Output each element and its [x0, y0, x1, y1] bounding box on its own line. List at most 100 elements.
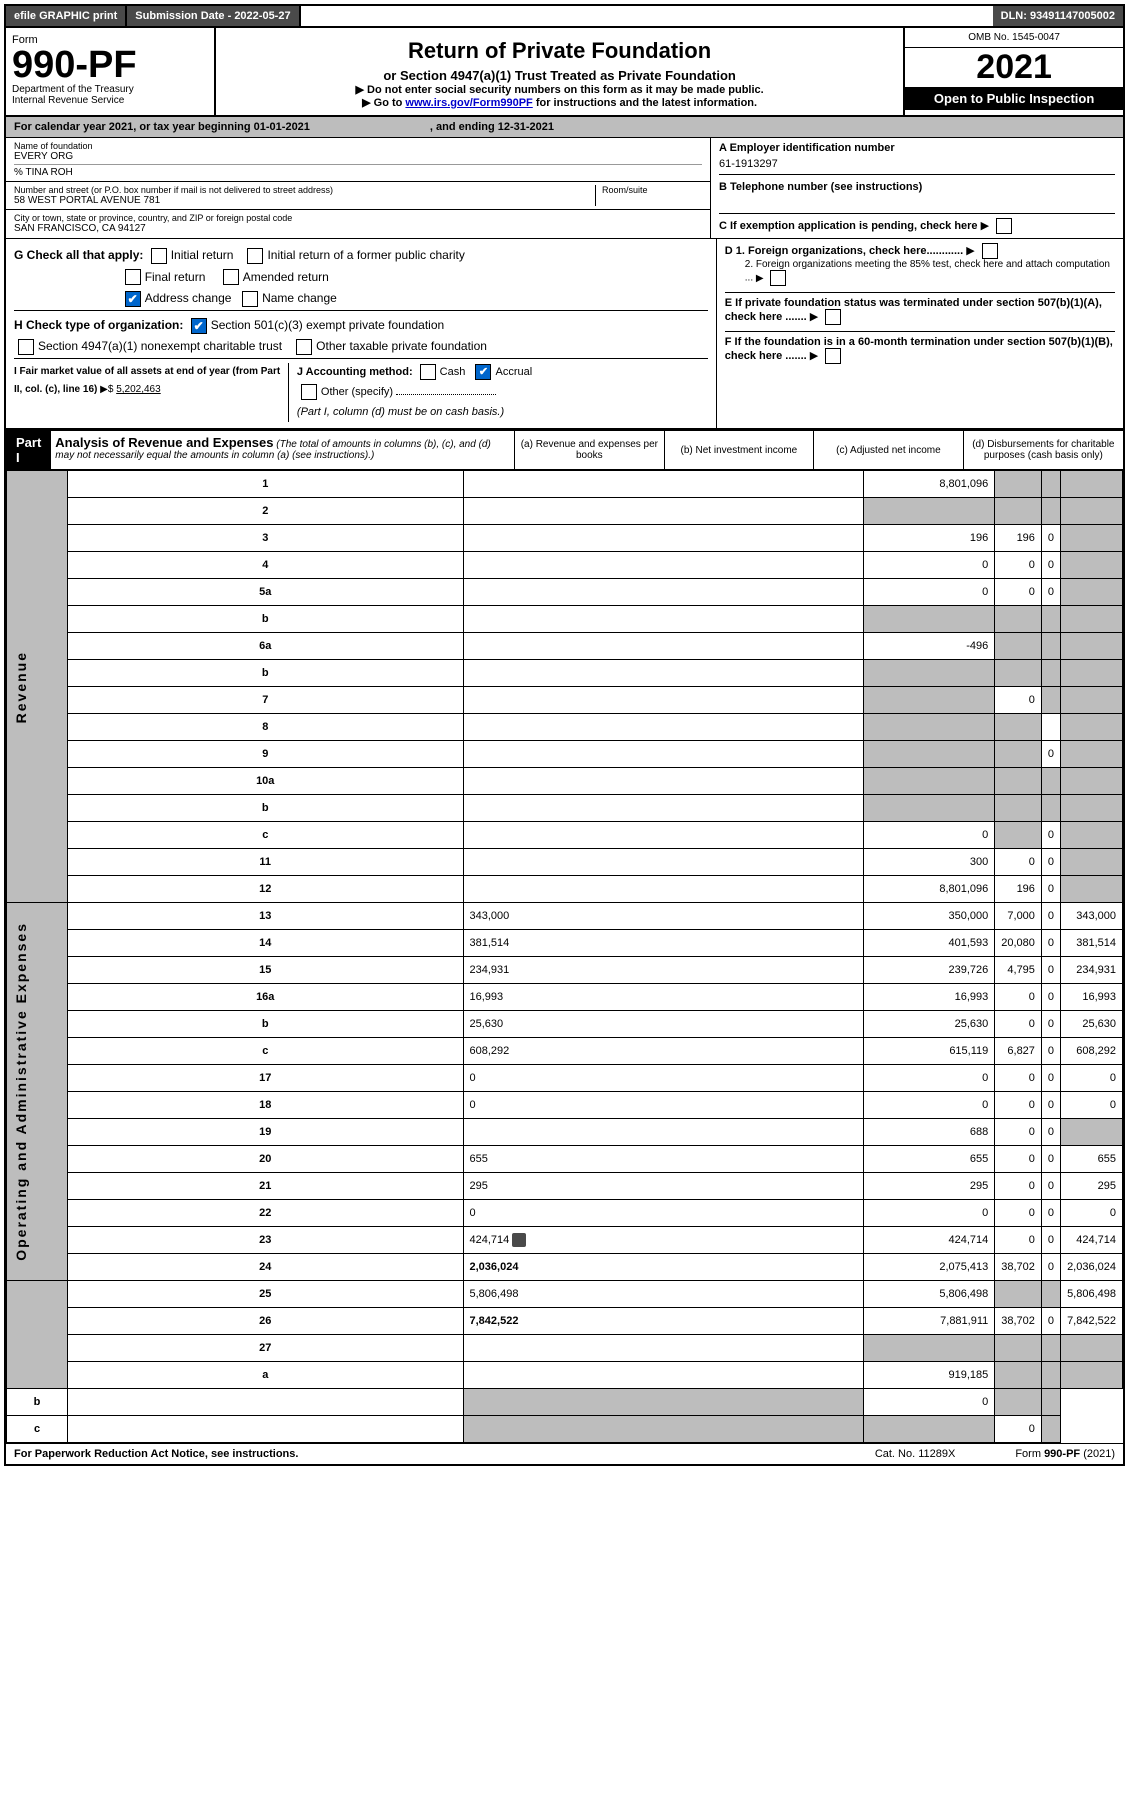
c-checkbox[interactable]	[996, 218, 1012, 234]
col-a-header: (a) Revenue and expenses per books	[514, 431, 664, 469]
value-cell-a: 25,630	[864, 1011, 995, 1038]
value-cell-a: 239,726	[864, 957, 995, 984]
chk-cash[interactable]	[420, 364, 436, 380]
chk-4947[interactable]	[18, 339, 34, 355]
value-cell-b: 0	[995, 1065, 1042, 1092]
value-cell-a	[864, 795, 995, 822]
chk-amended[interactable]	[223, 269, 239, 285]
header-row: Form 990-PF Department of the Treasury I…	[6, 28, 1123, 115]
value-cell-a: 0	[864, 579, 995, 606]
value-cell-a: 424,714	[864, 1227, 995, 1254]
chk-d1[interactable]	[982, 243, 998, 259]
chk-d2[interactable]	[770, 270, 786, 286]
line-description: 608,292	[463, 1038, 864, 1065]
table-row: 15234,931239,7264,7950234,931	[7, 957, 1123, 984]
table-row: b25,63025,6300025,630	[7, 1011, 1123, 1038]
line-number: b	[68, 660, 464, 687]
table-row: 4000	[7, 552, 1123, 579]
value-cell-a: 919,185	[864, 1362, 995, 1389]
line-number: 13	[68, 903, 464, 930]
chk-other-taxable[interactable]	[296, 339, 312, 355]
value-cell-d	[1061, 1335, 1123, 1362]
table-row: 31961960	[7, 525, 1123, 552]
value-cell-d	[1061, 822, 1123, 849]
value-cell-c: 0	[1041, 525, 1060, 552]
value-cell-b: 0	[864, 1389, 995, 1416]
value-cell-c: 0	[1041, 552, 1060, 579]
value-cell-d	[1061, 849, 1123, 876]
value-cell-c	[1041, 714, 1060, 741]
table-row: 10a	[7, 768, 1123, 795]
value-cell-d	[1061, 768, 1123, 795]
d-e-f-section: D 1. Foreign organizations, check here..…	[717, 239, 1123, 428]
line-description	[463, 687, 864, 714]
paperwork-notice: For Paperwork Reduction Act Notice, see …	[14, 1448, 298, 1460]
line-number: 1	[68, 471, 464, 498]
form-page: efile GRAPHIC print Submission Date - 20…	[4, 4, 1125, 1466]
line-description	[463, 525, 864, 552]
value-cell-d: 343,000	[1061, 903, 1123, 930]
line-number: c	[68, 822, 464, 849]
chk-initial-former[interactable]	[247, 248, 263, 264]
chk-f[interactable]	[825, 348, 841, 364]
line-description: 234,931	[463, 957, 864, 984]
chk-initial[interactable]	[151, 248, 167, 264]
value-cell-c	[995, 1389, 1042, 1416]
chk-accrual[interactable]: ✔	[475, 364, 491, 380]
table-row: b	[7, 795, 1123, 822]
value-cell-c: 0	[1041, 1065, 1060, 1092]
line-description: 0	[463, 1200, 864, 1227]
line-description	[463, 471, 864, 498]
value-cell-b	[995, 1362, 1042, 1389]
table-row: 70	[7, 687, 1123, 714]
calendar-year-row: For calendar year 2021, or tax year begi…	[6, 115, 1123, 138]
line-description: 0	[463, 1065, 864, 1092]
chk-address[interactable]: ✔	[125, 291, 141, 307]
table-row: Revenue18,801,096	[7, 471, 1123, 498]
line-number: b	[7, 1389, 68, 1416]
value-cell-c: 0	[1041, 876, 1060, 903]
line-number: b	[68, 1011, 464, 1038]
i-j-section: I Fair market value of all assets at end…	[14, 358, 708, 422]
value-cell-a	[864, 687, 995, 714]
part1-header: Part I Analysis of Revenue and Expenses …	[6, 429, 1123, 470]
line-number: 5a	[68, 579, 464, 606]
line-description: 2,036,024	[463, 1254, 864, 1281]
value-cell-d: 7,842,522	[1061, 1308, 1123, 1335]
table-row: 27	[7, 1335, 1123, 1362]
form-link[interactable]: www.irs.gov/Form990PF	[405, 97, 532, 109]
c-exemption-label: C If exemption application is pending, c…	[719, 220, 978, 232]
value-cell-b	[995, 498, 1042, 525]
value-cell-b: 0	[995, 1119, 1042, 1146]
value-cell-b: 38,702	[995, 1308, 1042, 1335]
chk-e[interactable]	[825, 309, 841, 325]
line-description	[463, 498, 864, 525]
line-number: c	[7, 1416, 68, 1443]
efile-label[interactable]: efile GRAPHIC print	[6, 6, 127, 26]
attachment-icon[interactable]	[512, 1233, 526, 1247]
value-cell-d	[1061, 579, 1123, 606]
line-description	[68, 1416, 464, 1443]
chk-other-method[interactable]	[301, 384, 317, 400]
chk-name[interactable]	[242, 291, 258, 307]
ein-tel-col: A Employer identification number 61-1913…	[711, 138, 1123, 238]
line-number: c	[68, 1038, 464, 1065]
table-row: c00	[7, 822, 1123, 849]
form-subtitle: or Section 4947(a)(1) Trust Treated as P…	[222, 68, 897, 83]
value-cell-a: 5,806,498	[864, 1281, 995, 1308]
value-cell-a: 655	[864, 1146, 995, 1173]
table-row: a919,185	[7, 1362, 1123, 1389]
value-cell-a: 0	[864, 1065, 995, 1092]
chk-final[interactable]	[125, 269, 141, 285]
value-cell-c: 0	[1041, 1227, 1060, 1254]
catalog-no: Cat. No. 11289X	[875, 1448, 956, 1460]
table-row: b	[7, 606, 1123, 633]
value-cell-c: 0	[995, 1416, 1042, 1443]
ssn-warning: ▶ Do not enter social security numbers o…	[222, 83, 897, 96]
value-cell-d: 655	[1061, 1146, 1123, 1173]
value-cell-d: 295	[1061, 1173, 1123, 1200]
chk-501c3[interactable]: ✔	[191, 318, 207, 334]
omb: OMB No. 1545-0047	[905, 28, 1123, 48]
value-cell-c: 0	[1041, 1308, 1060, 1335]
line-number: 2	[68, 498, 464, 525]
